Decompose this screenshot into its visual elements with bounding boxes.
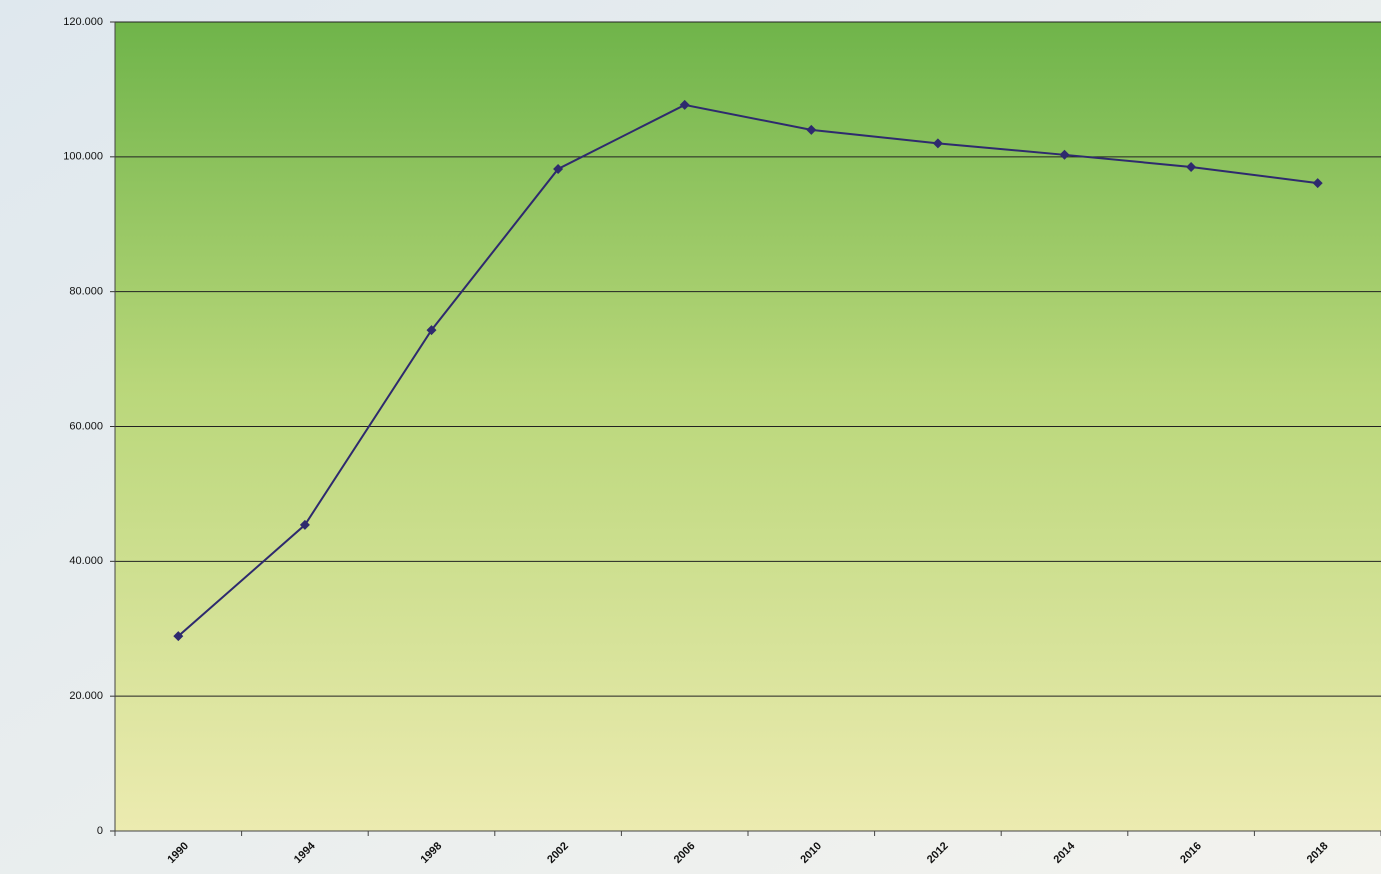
marker bbox=[426, 325, 437, 336]
y-tick-label: 80.000 bbox=[69, 286, 103, 298]
marker bbox=[932, 138, 943, 149]
y-tick-label: 0 bbox=[97, 825, 103, 837]
y-tick-label: 100.000 bbox=[63, 151, 103, 163]
marker bbox=[1059, 149, 1070, 160]
marker bbox=[806, 124, 817, 135]
line bbox=[177, 103, 1318, 637]
y-tick-label: 40.000 bbox=[69, 555, 103, 567]
y-tick-label: 120.000 bbox=[63, 16, 103, 28]
marker bbox=[679, 99, 690, 110]
marker bbox=[553, 163, 564, 174]
marker bbox=[299, 519, 310, 530]
marker bbox=[173, 631, 184, 642]
y-tick-label: 20.000 bbox=[69, 690, 103, 702]
marker bbox=[1186, 161, 1197, 172]
y-tick-label: 60.000 bbox=[69, 420, 103, 432]
marker bbox=[1312, 178, 1323, 189]
